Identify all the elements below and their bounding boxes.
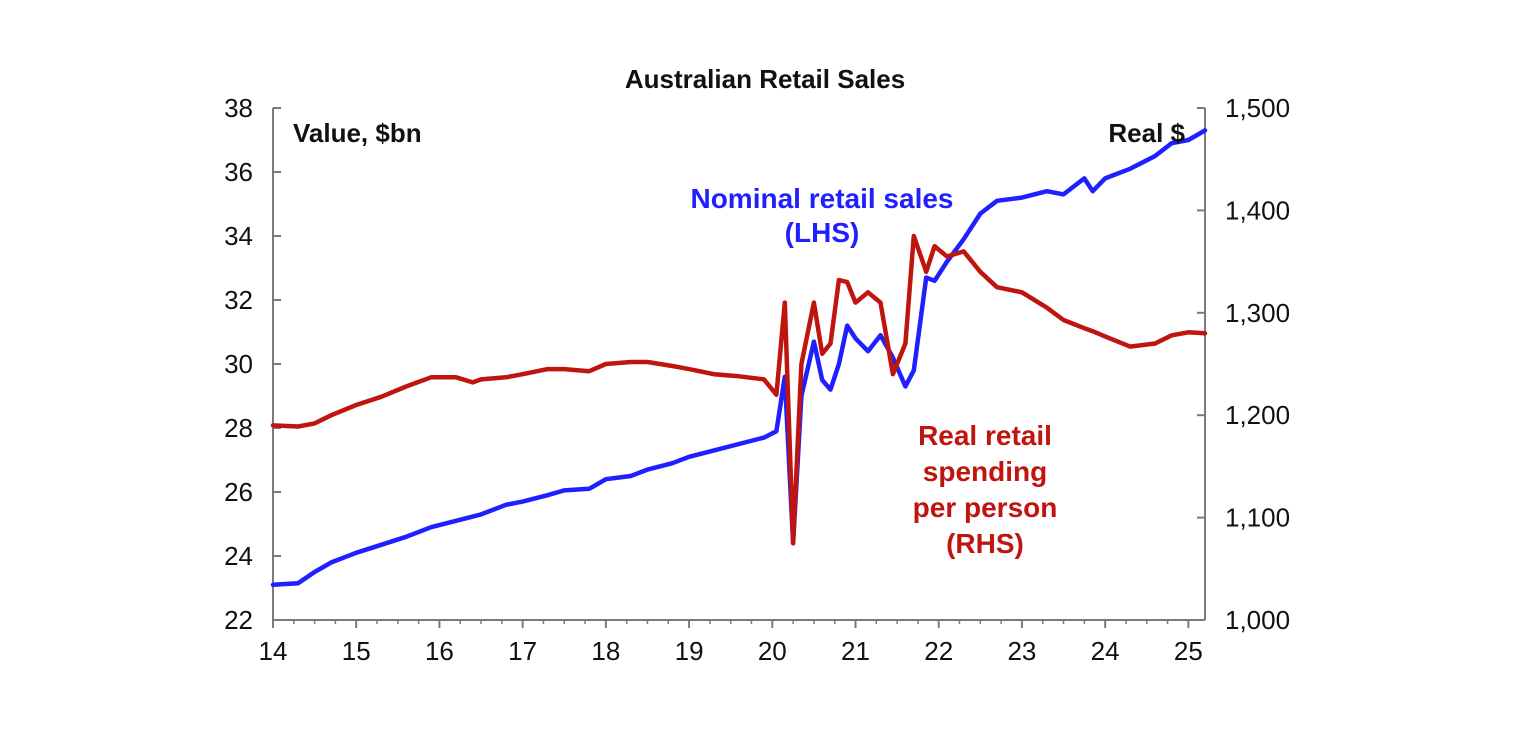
left-tick-label: 26 (224, 477, 253, 507)
left-tick-label: 36 (224, 157, 253, 187)
right-tick-label: 1,400 (1225, 195, 1290, 225)
right-tick-label: 1,200 (1225, 400, 1290, 430)
right-axis-label: Real $ (1108, 118, 1185, 148)
x-tick-label: 23 (1007, 636, 1036, 666)
x-tick-label: 24 (1091, 636, 1120, 666)
left-tick-label: 34 (224, 221, 253, 251)
series-line-real-retail-spending (270, 233, 1208, 546)
series-lines-group (270, 128, 1208, 588)
x-tick-label: 21 (841, 636, 870, 666)
left-tick-label: 28 (224, 413, 253, 443)
left-tick-label: 24 (224, 541, 253, 571)
chart-title: Australian Retail Sales (625, 64, 905, 94)
x-tick-label: 16 (425, 636, 454, 666)
x-tick-label: 25 (1174, 636, 1203, 666)
left-axis-label: Value, $bn (293, 118, 422, 148)
series-label-1-line-0: Real retail (918, 420, 1052, 451)
left-tick-label: 32 (224, 285, 253, 315)
series-line-nominal-retail-sales (270, 128, 1208, 588)
ticks-group: 22 24 26 28 30 32 34 36 38 1,000 1,100 1,200 1,300 1,… (224, 93, 1290, 666)
x-tick-label: 19 (675, 636, 704, 666)
left-tick-label: 22 (224, 605, 253, 635)
series-label-1-line-3: (RHS) (946, 528, 1024, 559)
series-label-0-line-1: (LHS) (785, 217, 860, 248)
left-tick-label: 30 (224, 349, 253, 379)
series-label-1-line-2: per person (913, 492, 1058, 523)
x-tick-label: 18 (591, 636, 620, 666)
right-tick-label: 1,000 (1225, 605, 1290, 635)
x-tick-label: 17 (508, 636, 537, 666)
series-label-0-line-0: Nominal retail sales (690, 183, 953, 214)
x-tick-label: 15 (342, 636, 371, 666)
x-tick-label: 20 (758, 636, 787, 666)
series-labels-group: Nominal retail sales(LHS) Real retail spen… (690, 183, 1057, 559)
x-tick-label: 22 (924, 636, 953, 666)
x-tick-label: 14 (259, 636, 288, 666)
series-label-1-line-1: spending (923, 456, 1047, 487)
right-tick-label: 1,300 (1225, 298, 1290, 328)
left-tick-label: 38 (224, 93, 253, 123)
right-tick-label: 1,100 (1225, 503, 1290, 533)
right-tick-label: 1,500 (1225, 93, 1290, 123)
